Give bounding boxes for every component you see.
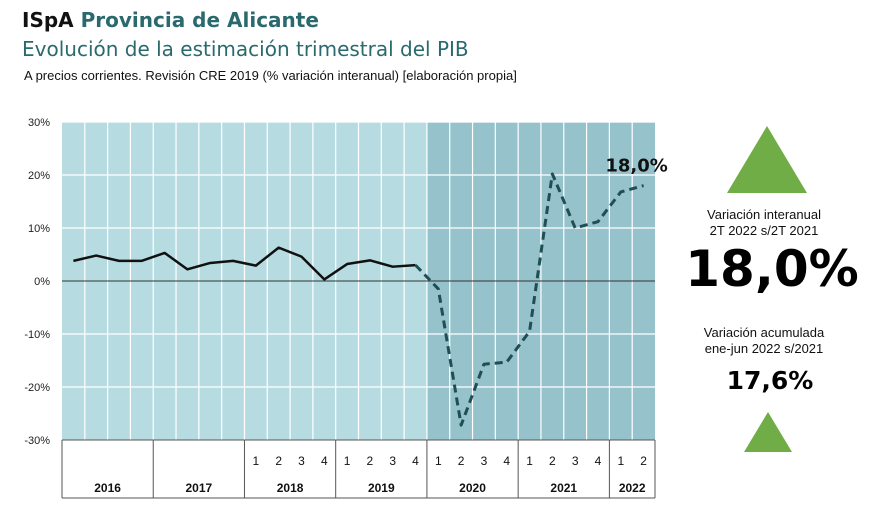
quarter-label: 2 [640,454,647,468]
quarter-label: 2 [549,454,556,468]
year-label: 2020 [459,481,486,495]
quarter-label: 4 [412,454,419,468]
interanual-label-line1: Variación interanual [707,207,821,222]
quarter-label: 2 [367,454,374,468]
year-label: 2021 [550,481,577,495]
quarter-label: 1 [344,454,351,468]
year-label: 2016 [94,481,121,495]
quarter-label: 3 [481,454,488,468]
interanual-label: Variación interanual 2T 2022 s/2T 2021 [680,207,848,239]
chart-subtitle: A precios corrientes. Revisión CRE 2019 … [24,68,517,83]
year-label: 2022 [619,481,646,495]
region-title: Provincia de Alicante [80,8,319,32]
year-label: 2017 [185,481,212,495]
data-label: 18,0% [605,156,667,177]
y-tick-label: -20% [24,382,50,394]
acumulada-value: 17,6% [726,366,814,395]
quarter-label: 4 [321,454,328,468]
series-line-solid [73,246,416,281]
year-label: 2018 [277,481,304,495]
y-tick-label: -10% [24,329,50,341]
year-label: 2019 [368,481,395,495]
quarter-label: 2 [275,454,282,468]
y-tick-label: 0% [34,276,50,288]
y-tick-label: -30% [24,435,50,447]
quarter-label: 3 [389,454,396,468]
up-triangle-icon [727,126,807,193]
interanual-label-line2: 2T 2022 s/2T 2021 [709,223,819,238]
series-line-dashed [414,172,644,427]
y-tick-label: 30% [28,117,50,129]
quarter-label: 1 [526,454,533,468]
y-tick-label: 20% [28,170,50,182]
interanual-value: 18,0% [685,240,859,298]
quarter-label: 3 [572,454,579,468]
chart-title: ISpA Provincia de Alicante [22,8,319,32]
y-tick-label: 10% [28,223,50,235]
quarter-label: 2 [458,454,465,468]
acumulada-label-line2: ene-jun 2022 s/2021 [704,341,824,356]
quarter-label: 4 [595,454,602,468]
quarter-label: 4 [503,454,510,468]
acumulada-label-line1: Variación acumulada [703,325,825,340]
brand-name: ISpA [22,8,74,32]
small-up-triangle-icon [744,412,792,452]
acumulada-label: Variación acumulada ene-jun 2022 s/2021 [680,325,848,357]
quarter-label: 3 [298,454,305,468]
quarter-label: 1 [435,454,442,468]
chart-heading: Evolución de la estimación trimestral de… [22,37,469,61]
quarter-label: 1 [253,454,260,468]
quarter-label: 1 [617,454,624,468]
